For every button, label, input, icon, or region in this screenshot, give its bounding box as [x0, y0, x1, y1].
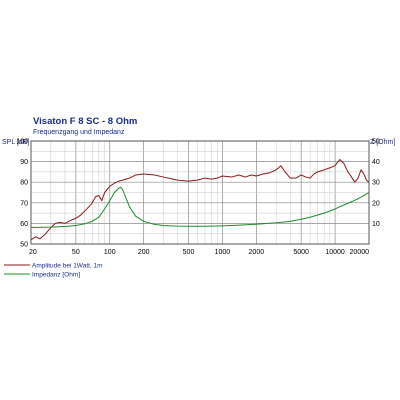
- left-tick-label: 90: [20, 159, 28, 166]
- legend-label-2: Impedanz [Ohm]: [32, 272, 80, 279]
- x-tick-label: 20: [29, 249, 37, 256]
- x-tick-label: 10000: [325, 249, 345, 256]
- x-tick-label: 5000: [293, 249, 309, 256]
- left-tick-label: 80: [20, 180, 28, 187]
- series-line-2: [30, 186, 370, 229]
- series-layer: [30, 159, 370, 241]
- plot-grid: [31, 141, 369, 244]
- left-axis-label: SPL [dB]: [2, 139, 29, 146]
- right-tick-label: 30: [372, 180, 380, 187]
- x-tick-label: 50: [72, 249, 80, 256]
- right-tick-label: 10: [372, 221, 380, 228]
- x-tick-label: 200: [138, 249, 150, 256]
- chart-subtitle: Frequenzgang und Impedanz: [33, 129, 125, 136]
- right-tick-label: 20: [372, 200, 380, 207]
- left-tick-label: 50: [20, 242, 28, 249]
- x-tick-label: 500: [183, 249, 195, 256]
- axis-ticks: 20 50 100 200 500 1000 2000 5000 10000 2000050607…: [16, 139, 380, 257]
- right-tick-label: 50: [372, 139, 380, 146]
- left-tick-label: 60: [20, 221, 28, 228]
- legend-label-1: Amplitude bei 1Watt, 1m: [32, 263, 103, 270]
- x-tick-label: 2000: [249, 249, 265, 256]
- left-tick-label: 100: [16, 139, 28, 146]
- x-tick-label: 100: [104, 249, 116, 256]
- legend: Amplitude bei 1Watt, 1m Impedanz [Ohm]: [4, 263, 103, 279]
- right-tick-label: 40: [372, 159, 380, 166]
- series-line-1: [30, 159, 370, 241]
- x-tick-label: 20000: [350, 249, 370, 256]
- left-tick-label: 70: [20, 200, 28, 207]
- x-tick-label: 1000: [215, 249, 231, 256]
- right-axis-label: Z [Ohm]: [370, 139, 395, 146]
- chart-title: Visaton F 8 SC - 8 Ohm: [33, 116, 137, 127]
